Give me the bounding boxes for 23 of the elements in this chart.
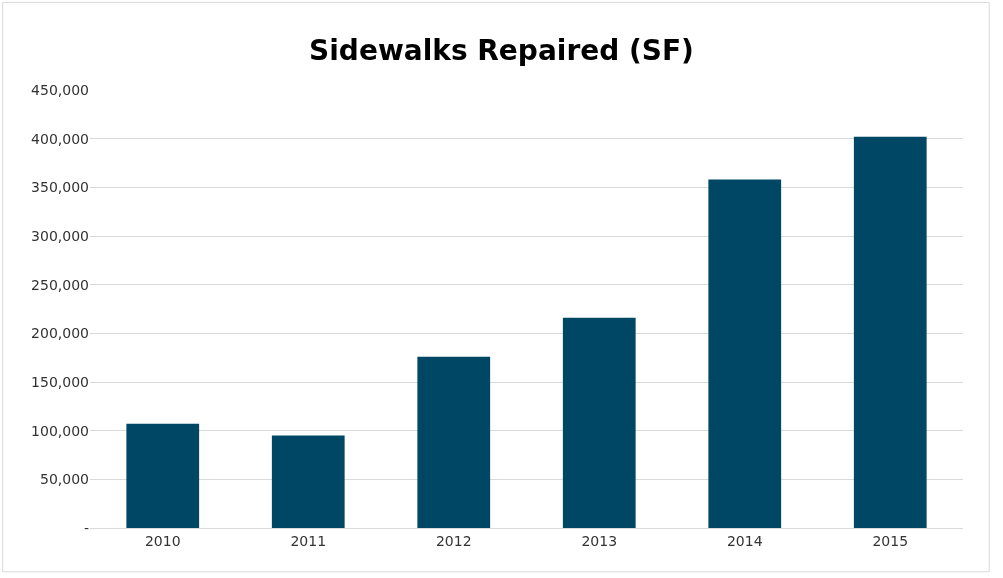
- y-tick-label: 300,000: [31, 227, 89, 244]
- y-tick-label: 400,000: [31, 130, 89, 147]
- y-tick-label: 350,000: [31, 179, 89, 196]
- bar: [417, 356, 491, 528]
- bar: [562, 317, 636, 528]
- y-tick-label: 150,000: [31, 373, 89, 390]
- y-tick-label: 50,000: [40, 471, 89, 488]
- x-tick-label: 2014: [726, 532, 763, 549]
- x-tick-label: 2011: [290, 532, 327, 549]
- x-tick-label: 2015: [872, 532, 909, 549]
- y-tick-label: 450,000: [31, 81, 89, 98]
- y-tick-label: 200,000: [31, 325, 89, 342]
- bar: [853, 136, 927, 528]
- y-tick-label: 250,000: [31, 276, 89, 293]
- bar: [126, 423, 200, 528]
- x-tick-label: 2010: [144, 532, 181, 549]
- y-tick-label: 100,000: [31, 422, 89, 439]
- chart-title: Sidewalks Repaired (SF): [309, 34, 694, 68]
- x-tick-label: 2012: [435, 532, 472, 549]
- bar: [271, 435, 345, 528]
- x-tick-label: 2013: [581, 532, 618, 549]
- bar: [708, 179, 782, 528]
- y-tick-label: -: [83, 519, 89, 536]
